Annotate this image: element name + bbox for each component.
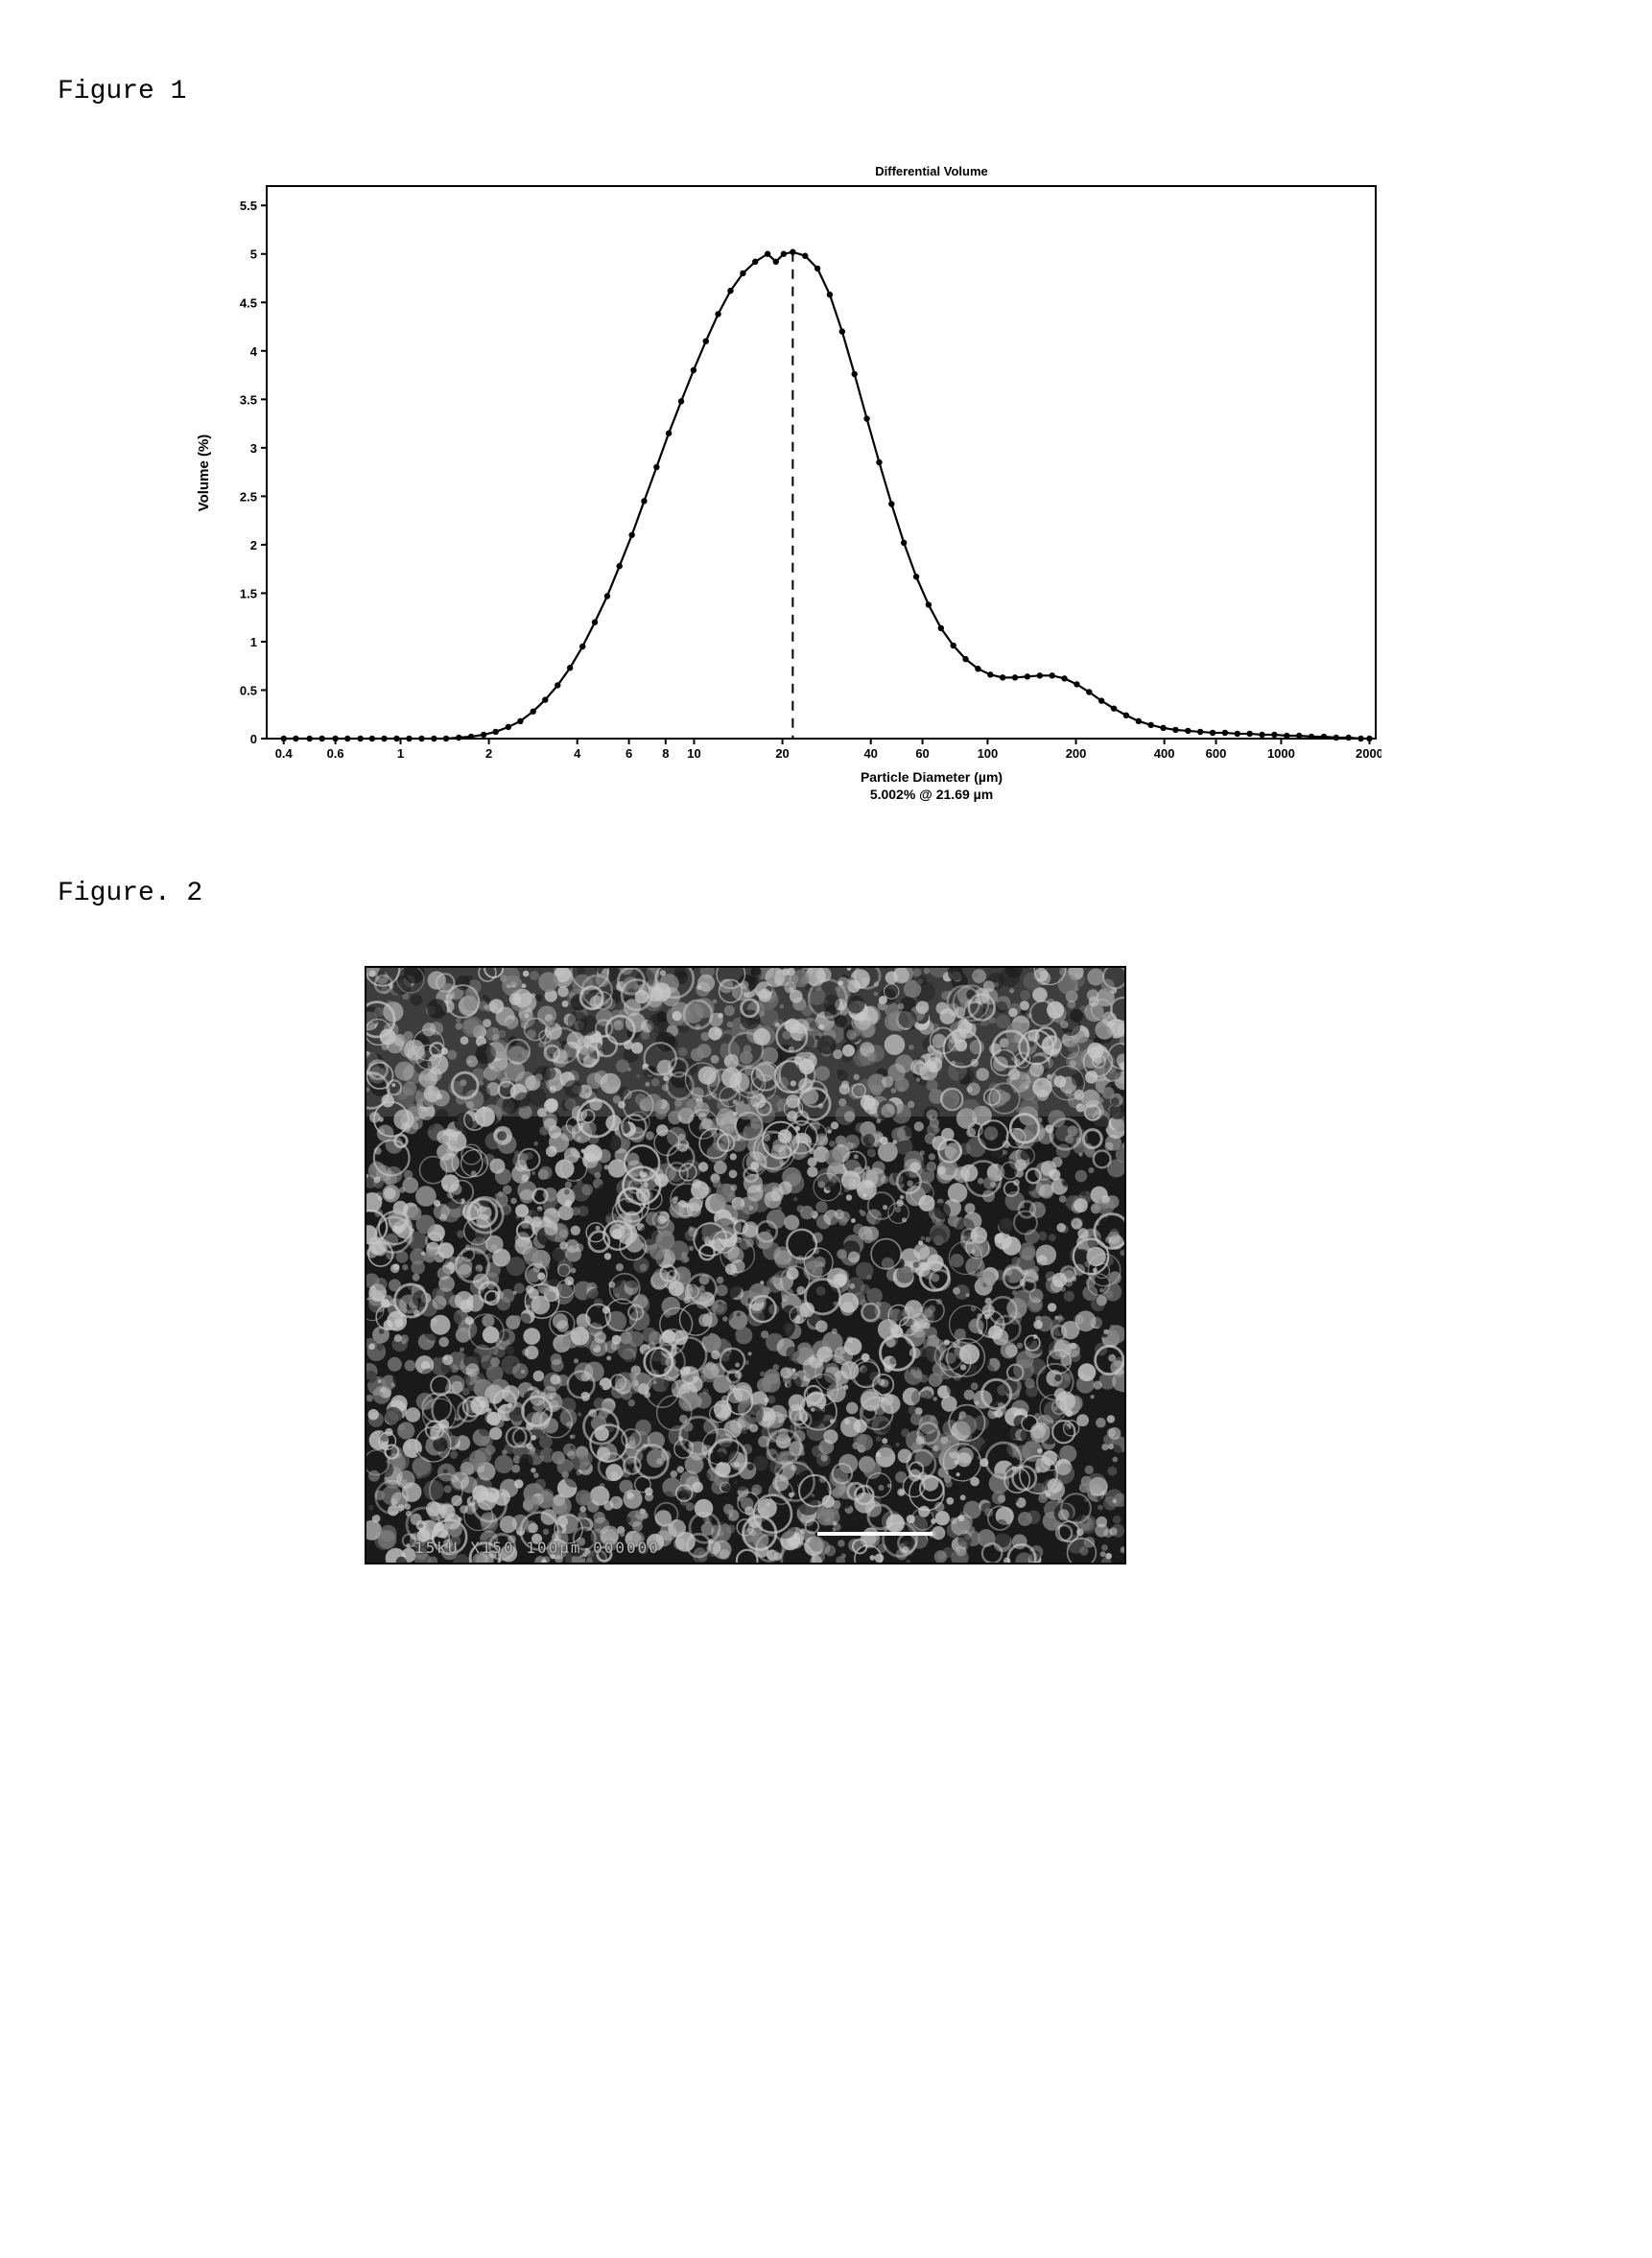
figure-1-chart-wrapper: Differential Volume Volume (%) 0 0.5 1 1.5 2…	[192, 164, 1594, 802]
chart-caption: 5.002% @ 21.69 µm	[269, 787, 1594, 802]
svg-text:0.4: 0.4	[275, 746, 294, 761]
chart-ylabel: Volume (%)	[196, 435, 212, 512]
svg-text:3: 3	[250, 441, 257, 456]
svg-text:10: 10	[687, 746, 700, 761]
svg-text:2: 2	[250, 538, 257, 553]
micrograph-noise	[366, 968, 1124, 1563]
svg-text:0.6: 0.6	[327, 746, 344, 761]
svg-text:4: 4	[574, 746, 581, 761]
svg-text:1.5: 1.5	[240, 586, 257, 600]
svg-text:5.5: 5.5	[240, 199, 257, 213]
svg-text:0: 0	[250, 732, 257, 746]
svg-text:600: 600	[1206, 746, 1227, 761]
micrograph-overlay-text: 15kU X150 100µm 000000	[414, 1539, 660, 1557]
figure-1-label: Figure 1	[58, 77, 1594, 106]
svg-text:1000: 1000	[1267, 746, 1295, 761]
svg-text:2.5: 2.5	[240, 489, 257, 504]
figure-2-wrapper: 15kU X150 100µm 000000	[365, 966, 1594, 1564]
svg-text:3.5: 3.5	[240, 392, 257, 407]
svg-text:4.5: 4.5	[240, 295, 257, 310]
svg-text:1: 1	[397, 746, 404, 761]
svg-text:60: 60	[915, 746, 929, 761]
micrograph-scale-bar	[817, 1532, 932, 1536]
svg-text:6: 6	[625, 746, 632, 761]
chart-title: Differential Volume	[269, 164, 1594, 178]
chart-container: Volume (%) 0 0.5 1 1.5 2 2.5 3 3.5 4 4.5 5 5.5 0.4 0.…	[192, 180, 1594, 765]
chart-xlabel: Particle Diameter (µm)	[269, 769, 1594, 785]
micrograph-image: 15kU X150 100µm 000000	[365, 966, 1126, 1564]
svg-text:0.5: 0.5	[240, 683, 257, 697]
chart-svg: 0 0.5 1 1.5 2 2.5 3 3.5 4 4.5 5 5.5 0.4 0.6 1 2 4 6 8 10 20 4…	[192, 180, 1381, 765]
svg-text:40: 40	[863, 746, 877, 761]
figure-2-label: Figure. 2	[58, 879, 1594, 908]
svg-text:200: 200	[1066, 746, 1087, 761]
svg-text:1: 1	[250, 635, 257, 649]
svg-text:8: 8	[662, 746, 669, 761]
svg-text:2: 2	[485, 746, 492, 761]
svg-text:20: 20	[775, 746, 789, 761]
svg-text:4: 4	[250, 344, 258, 359]
svg-text:5: 5	[250, 247, 257, 262]
svg-text:400: 400	[1154, 746, 1175, 761]
svg-text:2000: 2000	[1356, 746, 1381, 761]
svg-text:100: 100	[978, 746, 999, 761]
